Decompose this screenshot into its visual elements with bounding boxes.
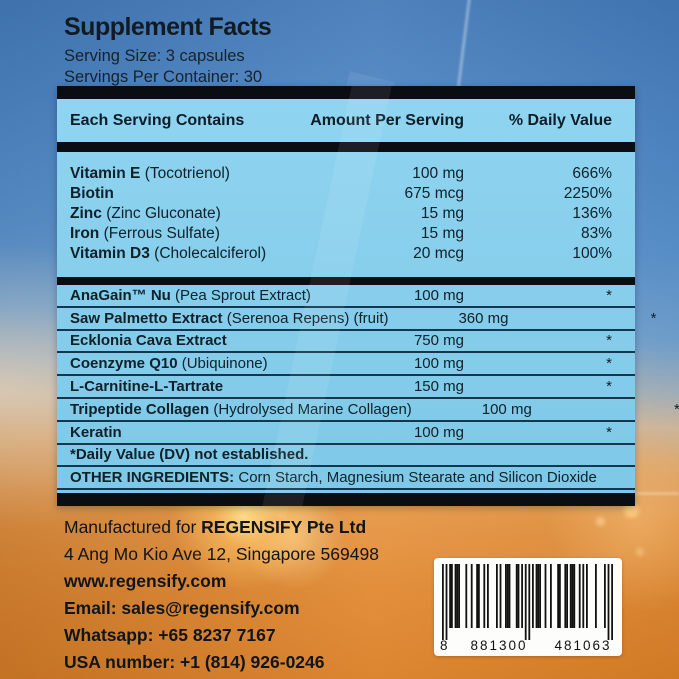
table-row: Saw Palmetto Extract (Serenoa Repens) (fr… [57, 308, 656, 331]
column-header-amount: Amount Per Serving [310, 111, 464, 129]
daily-value-note: *Daily Value (DV) not established. [57, 445, 635, 468]
label-heading: Supplement Facts Serving Size: 3 capsule… [64, 13, 272, 88]
ingredient-daily-value: * [606, 423, 612, 441]
ingredient-daily-value: 2250% [563, 185, 612, 202]
ingredient-detail: (Zinc Gluconate) [106, 205, 221, 222]
ingredient-amount: 675 mcg [404, 185, 464, 202]
panel-divider-bar [57, 142, 635, 152]
ingredient-detail: (Cholecalciferol) [154, 245, 267, 262]
ingredient-name: Ecklonia Cava Extract [70, 332, 227, 350]
barcode-bars [442, 564, 613, 640]
footer-website: www.regensify.com [64, 571, 227, 591]
bokeh-dot [596, 517, 605, 526]
ingredient-name: Tripeptide Collagen [70, 400, 210, 418]
table-row: Zinc (Zinc Gluconate) 15 mg 136% [57, 204, 635, 224]
table-header-row: Each Serving Contains Amount Per Serving… [57, 99, 635, 142]
ingredient-amount: 100 mg [413, 355, 464, 373]
bokeh-dot [636, 548, 644, 556]
ingredient-amount: 150 mg [413, 378, 464, 396]
ingredient-detail: (Hydrolysed Marine Collagen) [213, 400, 412, 418]
barcode-group2: 481063 [554, 638, 612, 653]
servings-per-container: Servings Per Container: 30 [64, 68, 263, 86]
footer-email: Email: sales@regensify.com [64, 598, 300, 618]
ingredient-daily-value: * [606, 286, 612, 304]
ingredient-name: Iron [70, 225, 100, 242]
ingredient-daily-value: 83% [580, 225, 612, 242]
ingredient-amount: 15 mg [420, 225, 464, 242]
vitamins-section: Vitamin E (Tocotrienol) 100 mg 666% Bioti… [57, 152, 635, 277]
ingredient-name: AnaGain™ Nu [70, 286, 171, 304]
other-ingredients-text: Corn Starch, Magnesium Stearate and Sili… [234, 469, 597, 487]
table-row: Keratin 100 mg * [57, 422, 635, 445]
table-row: L-Carnitine-L-Tartrate 150 mg * [57, 376, 635, 399]
bokeh-dot [624, 503, 639, 518]
ingredient-name: Zinc [70, 205, 102, 222]
column-header-daily-value: % Daily Value [508, 111, 612, 129]
supplement-facts-panel: Each Serving Contains Amount Per Serving… [57, 86, 679, 507]
barcode-first-digit: 8 [440, 638, 448, 653]
supplement-facts-title: Supplement Facts [64, 13, 272, 41]
serving-size: Serving Size: 3 capsules [64, 47, 245, 65]
ingredient-name: Vitamin D3 [70, 245, 150, 262]
manufacturer-name: REGENSIFY Pte Ltd [201, 517, 367, 537]
ingredient-amount: 15 mg [420, 205, 464, 222]
panel-top-bar [57, 86, 635, 99]
table-row: Iron (Ferrous Sulfate) 15 mg 83% [57, 224, 635, 244]
footer-usa-number: USA number: +1 (814) 926-0246 [64, 652, 325, 672]
ingredient-name: Biotin [70, 185, 114, 202]
ingredient-name: Vitamin E [70, 165, 141, 182]
ingredient-daily-value: * [606, 355, 612, 373]
table-row: Coenzyme Q10 (Ubiquinone) 100 mg * [57, 353, 635, 377]
ingredient-amount: 100 mg [413, 423, 464, 441]
ingredient-name: Saw Palmetto Extract [70, 309, 223, 327]
table-row: Vitamin D3 (Cholecalciferol) 20 mcg 100% [57, 244, 635, 264]
ingredient-daily-value: * [606, 378, 612, 396]
table-row: Vitamin E (Tocotrienol) 100 mg 666% [57, 164, 635, 184]
ingredient-daily-value: 666% [572, 165, 612, 182]
ingredient-detail: (Tocotrienol) [144, 165, 230, 182]
ingredient-detail: (Ubiquinone) [181, 355, 268, 373]
panel-divider-bar [57, 277, 635, 285]
ingredient-amount: 750 mg [413, 332, 464, 350]
ingredient-amount: 100 mg [413, 286, 464, 304]
footer-manufacturer-line: Manufactured for REGENSIFY Pte Ltd [64, 517, 367, 537]
ingredient-detail: (Serenoa Repens) (fruit) [226, 309, 389, 327]
other-ingredients: OTHER INGREDIENTS: Corn Starch, Magnesiu… [57, 467, 635, 491]
other-ingredients-label: OTHER INGREDIENTS: [70, 469, 235, 487]
barcode-group1: 881300 [470, 638, 528, 653]
ingredient-daily-value: * [650, 309, 657, 327]
table-row: Tripeptide Collagen (Hydrolysed Marine Co… [57, 399, 679, 422]
ingredient-detail: (Ferrous Sulfate) [103, 225, 220, 242]
ingredient-amount: 100 mg [412, 165, 464, 182]
ingredient-daily-value: * [606, 332, 612, 350]
ingredient-daily-value: 136% [572, 205, 612, 222]
lens-flare [600, 492, 679, 495]
ingredient-daily-value: 100% [572, 245, 612, 262]
barcode-digits: 8 881300 481063 [434, 638, 622, 653]
ingredient-name: Keratin [70, 423, 122, 441]
ingredient-amount: 100 mg [481, 400, 532, 418]
footer-address: 4 Ang Mo Kio Ave 12, Singapore 569498 [64, 544, 379, 564]
column-header-each-serving: Each Serving Contains [70, 111, 245, 129]
footer-whatsapp: Whatsapp: +65 8237 7167 [64, 625, 276, 645]
ingredient-name: L-Carnitine-L-Tartrate [70, 378, 224, 396]
ingredient-amount: 20 mcg [413, 245, 464, 262]
ingredient-amount: 360 mg [458, 309, 509, 327]
panel-bottom-bar [57, 493, 635, 507]
botanicals-section: AnaGain™ Nu (Pea Sprout Extract) 100 mg *… [57, 285, 679, 493]
table-row: Biotin 675 mcg 2250% [57, 184, 635, 204]
table-row: AnaGain™ Nu (Pea Sprout Extract) 100 mg * [57, 285, 635, 308]
manufacturer-info: Manufactured for REGENSIFY Pte Ltd 4 Ang… [64, 514, 379, 676]
ingredient-daily-value: * [532, 401, 679, 418]
table-row: Ecklonia Cava Extract 750 mg * [57, 331, 635, 354]
barcode: 8 881300 481063 [434, 558, 622, 656]
ingredient-detail: (Pea Sprout Extract) [175, 286, 311, 304]
ingredient-name: Coenzyme Q10 [70, 355, 178, 373]
